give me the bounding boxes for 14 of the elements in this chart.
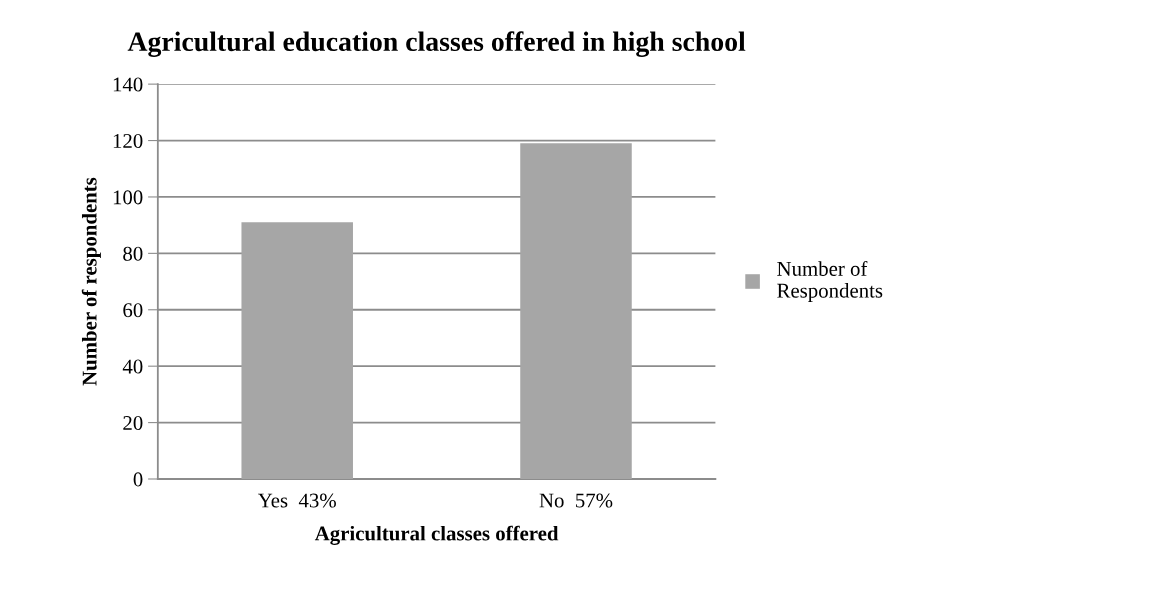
x-axis-title: Agricultural classes offered [314, 525, 559, 545]
chart-title: Agricultural education classes offered in high school [127, 31, 746, 57]
y-tick-label: 40 [122, 359, 143, 374]
y-tick-label: 20 [123, 415, 143, 431]
y-tick-label: 60 [123, 303, 143, 318]
y-tick-label: 140 [113, 77, 143, 92]
y-tick-label: 120 [113, 133, 143, 148]
y-tick-label: 0 [133, 472, 143, 487]
y-axis-title: Number of respondents [81, 177, 101, 386]
x-tick-label: Yes 43% [257, 493, 336, 508]
y-tick-label: 100 [113, 190, 143, 205]
legend-label: Number of Respondents [777, 261, 883, 302]
x-tick-label: No 57% [539, 493, 613, 508]
y-tick-label: 80 [123, 246, 143, 261]
